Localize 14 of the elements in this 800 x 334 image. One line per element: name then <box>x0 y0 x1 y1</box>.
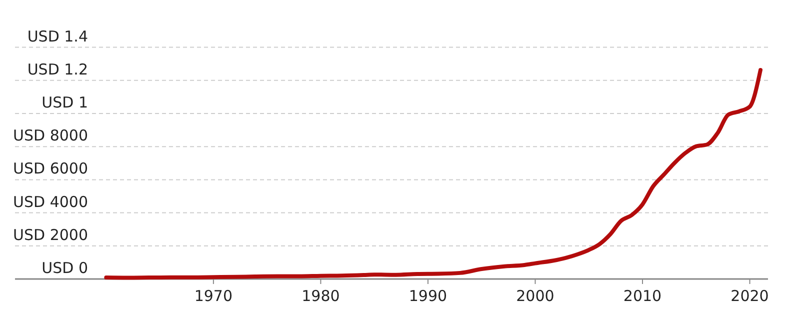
annotation: USD 4000 <box>13 192 88 211</box>
x-tick-label: 1990 <box>408 287 448 305</box>
annotation: USD 0 <box>42 259 88 277</box>
annotation: USD 1 <box>42 94 88 112</box>
text: USD 1.4 <box>27 27 88 46</box>
x-tick-label: 1980 <box>302 287 340 305</box>
annotation: USD 8000 <box>13 126 88 145</box>
x-tick-label: 2000 <box>516 287 554 305</box>
annotation: USD 2000 <box>13 226 88 244</box>
annotation: USD 6000 <box>13 160 88 178</box>
x-tick-label: 2020 <box>730 287 769 305</box>
x-tick-label: 1970 <box>194 287 233 305</box>
x-tick-label: 2010 <box>623 287 662 305</box>
annotation: USD 1.2 <box>27 60 88 78</box>
